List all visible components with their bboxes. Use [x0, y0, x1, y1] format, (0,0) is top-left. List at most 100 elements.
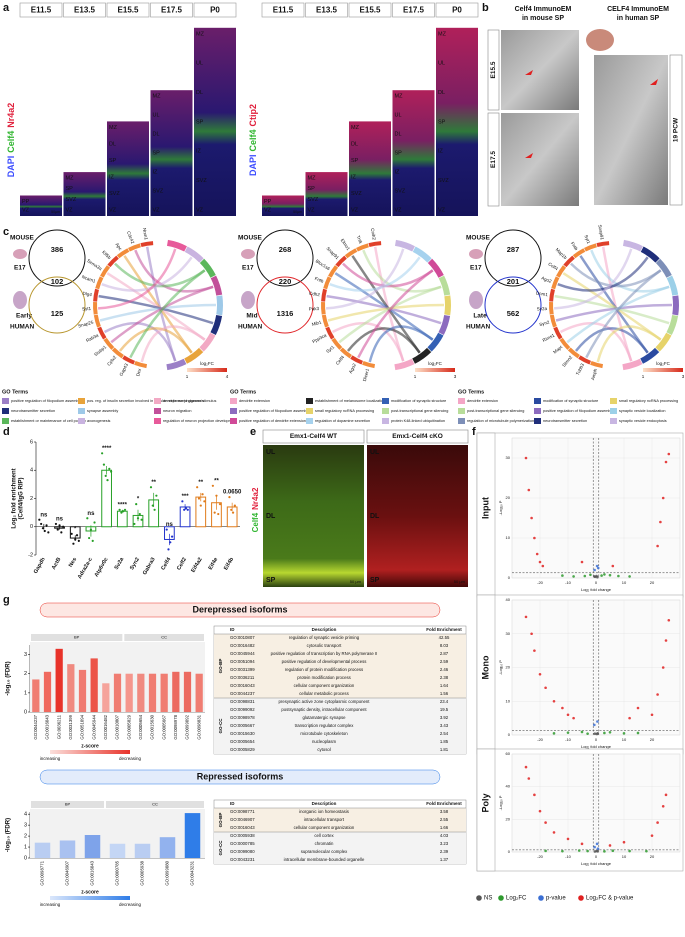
layer-label: VZ	[22, 207, 30, 213]
x-tick-label: 0	[595, 854, 598, 859]
species-label: MOUSE	[466, 235, 491, 242]
go-swatch	[382, 408, 389, 414]
x-tick-label: GO:0098831	[196, 714, 201, 739]
table-cell: 42.55	[439, 635, 450, 640]
table-cell: positive regulation of transcription by …	[271, 651, 378, 656]
data-point	[199, 504, 202, 507]
stain-word: Ctip2	[248, 104, 258, 127]
data-point	[89, 528, 93, 531]
data-point	[102, 463, 106, 466]
table-cell: 2.55	[440, 817, 449, 822]
gene-segment	[140, 241, 154, 248]
data-point	[636, 706, 640, 710]
stage-label: E15.5	[118, 6, 139, 15]
y-tick-label: 40	[506, 784, 511, 789]
bar	[159, 837, 176, 858]
gene-segment	[549, 288, 555, 302]
chord	[357, 269, 434, 359]
gene-label: Dlg4	[82, 291, 92, 297]
data-point	[170, 535, 174, 538]
banner-title: Derepressed isoforms	[192, 604, 287, 614]
x-tick-label: 20	[650, 854, 655, 859]
stain-word: Celf4	[248, 129, 258, 151]
data-point	[151, 504, 154, 507]
panel-letter: a	[3, 2, 10, 14]
go-label: positive regulation of dendrite extensio…	[239, 419, 306, 423]
gene-label: Mapt	[552, 344, 563, 355]
gene-segment	[321, 288, 327, 302]
data-point	[603, 731, 606, 735]
gene-segment	[559, 337, 571, 350]
data-point	[600, 574, 603, 577]
layer-label: MZ	[308, 176, 317, 182]
table-cell: GO:0010807	[230, 635, 255, 640]
term-segment	[622, 358, 643, 371]
table-cell: 1.56	[440, 691, 449, 696]
x-axis-label: Log₂ fold change	[581, 744, 612, 749]
x-tick-label: GO:0099092	[185, 714, 190, 739]
layer-label: SP	[438, 119, 446, 125]
layer-label: DL	[196, 90, 203, 96]
table-cell: 2.46	[440, 667, 449, 672]
data-point	[527, 488, 531, 492]
data-point	[622, 732, 626, 735]
go-label: neurotransmitter secretion	[543, 419, 587, 423]
go-swatch	[458, 418, 465, 424]
x-tick-label: GO:0005829	[126, 714, 131, 739]
gene-label: Dnm1	[536, 290, 549, 297]
arrow	[525, 70, 533, 75]
tissue-image	[262, 195, 304, 216]
bar	[172, 671, 180, 712]
scale-bar-label: 50 µm	[350, 579, 362, 584]
group-label: CC	[161, 635, 167, 640]
table-cell: GO:0005938	[230, 833, 255, 838]
data-point	[45, 524, 48, 527]
go-label: protein K48-linked ubiquitination	[391, 419, 445, 423]
data-point	[123, 508, 127, 511]
chord	[110, 285, 214, 344]
layer-label: IZ	[109, 174, 115, 180]
group-label: BP	[65, 802, 71, 807]
data-point	[628, 716, 631, 720]
table-cell: regulation of synaptic vesicle priming	[289, 635, 360, 640]
stage-label: 19 PCW	[673, 117, 680, 142]
y-tick-label: 4	[24, 812, 27, 818]
bar	[102, 683, 110, 712]
x-tick-label: GO:0045944	[91, 714, 96, 739]
significance: ****	[102, 446, 112, 452]
data-point	[149, 486, 153, 489]
table-cell: 1.66	[440, 825, 449, 830]
period-label: Mid	[246, 313, 257, 320]
x-tick-label: GO:0046907	[65, 860, 70, 885]
legend-label: Log₂FC & p-value	[586, 896, 634, 902]
y-tick-label: 6	[30, 439, 33, 445]
table-cell: 4.03	[440, 833, 449, 838]
y-axis-label: -log₁₀ (FDR)	[6, 818, 12, 852]
data-point	[213, 511, 216, 514]
data-point	[186, 508, 189, 511]
chord	[554, 294, 670, 325]
data-point	[62, 525, 65, 528]
legend-marker	[476, 895, 482, 901]
table-cell: positive regulation of developmental pro…	[282, 659, 367, 664]
layer-label: UL	[438, 61, 445, 67]
group-header	[124, 634, 204, 641]
table-cell: GO:0016043	[230, 825, 255, 830]
chord	[338, 285, 442, 344]
chord	[574, 327, 649, 354]
data-point	[122, 510, 125, 513]
data-point	[101, 452, 104, 455]
go-swatch	[230, 418, 237, 424]
gene-label: Syt1	[82, 306, 92, 312]
tissue-image	[20, 195, 62, 216]
gene-segment	[551, 276, 560, 290]
table-cell: GO:0005829	[230, 747, 255, 752]
y-axis-label: -Log₁₀ P	[498, 795, 503, 810]
panel-letter: e	[250, 426, 256, 438]
x-tick-label: Celf2	[176, 557, 188, 572]
gene-segment	[107, 255, 119, 268]
gene-label: Rims1	[542, 332, 556, 343]
significance: *	[137, 497, 140, 503]
gene-segment	[339, 347, 352, 359]
scale-tick: 1	[186, 374, 189, 379]
